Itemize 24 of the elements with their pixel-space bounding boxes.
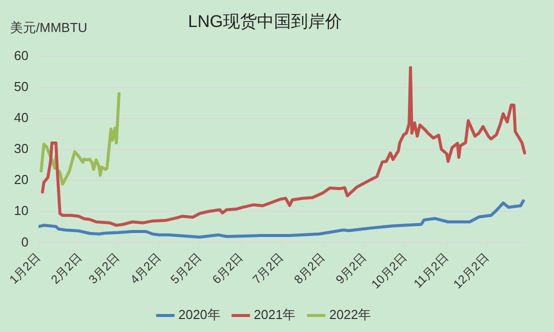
legend-label: 2020年 [178,307,220,322]
x-tick-label: 1月2日 [6,250,43,287]
chart-title: LNG现货中国到岸价 [188,12,342,31]
y-tick-label: 20 [14,172,28,188]
x-tick-label: 2月2日 [48,250,85,287]
y-tick-label: 10 [14,203,28,218]
x-tick-label: 6月2日 [209,250,246,287]
x-tick-label: 8月2日 [291,250,328,287]
x-tick-label: 11月2日 [410,250,452,291]
legend-label: 2022年 [329,307,372,322]
y-tick-label: 60 [14,48,28,63]
x-tick-label: 9月2日 [332,250,370,287]
x-tick-label: 5月2日 [168,250,204,287]
y-tick-label: 50 [14,79,28,94]
y-tick-label: 0 [21,234,28,250]
legend-label: 2021年 [254,307,296,322]
x-tick-label: 3月2日 [86,250,122,287]
x-tick-label: 7月2日 [250,250,286,287]
y-tick-label: 30 [14,141,28,156]
y-tick-label: 40 [14,110,28,126]
x-tick-label: 10月2日 [368,250,410,292]
y-axis-title: 美元/MMBTU [10,20,88,36]
x-tick-label: 12月2日 [450,250,492,292]
x-tick-label: 4月2日 [127,250,164,287]
